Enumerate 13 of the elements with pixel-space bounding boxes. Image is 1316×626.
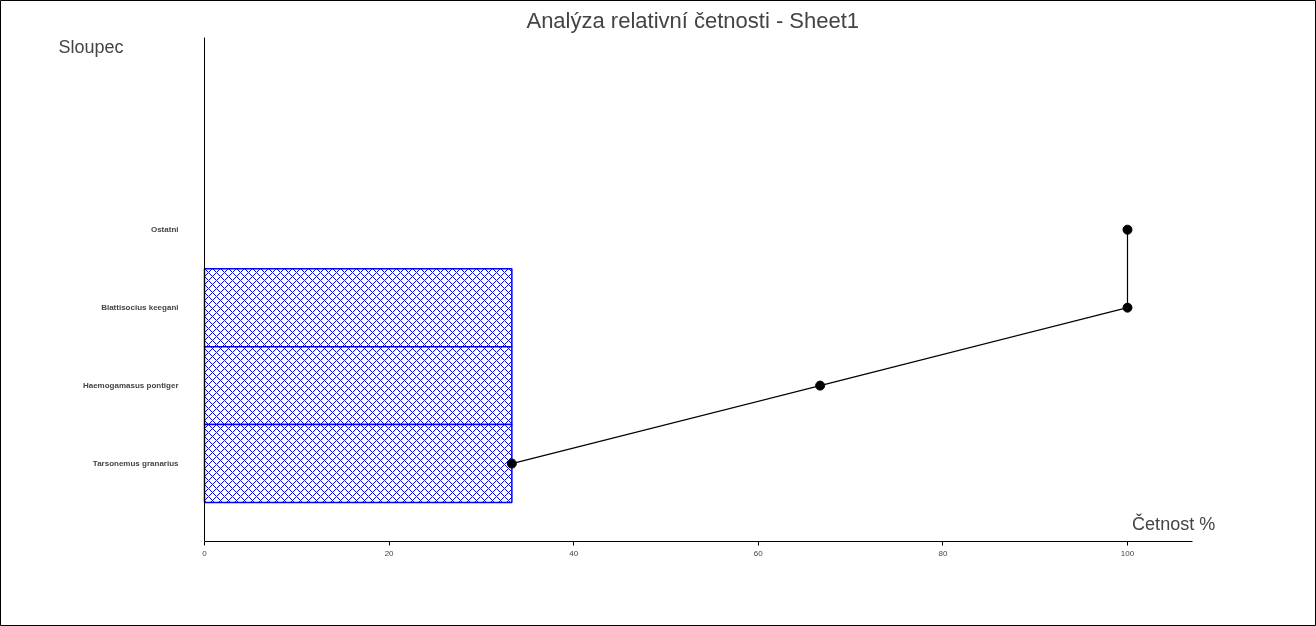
x-tick-label: 60 [753,548,764,558]
x-tick-label: 0 [202,548,208,558]
x-axis-title: Četnost % [1132,512,1216,534]
x-tick-label: 40 [569,548,579,558]
y-tick-label: Haemogamasus pontiger [82,381,179,391]
chart-title: Analýza relativní četnosti - Sheet1 [526,8,860,34]
y-tick-label: Tarsonemus granarius [92,459,180,469]
y-tick-label: Ostatni [150,225,179,235]
x-tick-label: 100 [1120,548,1135,558]
x-tick-label: 20 [384,548,395,558]
y-tick-label: Blattisocius keegani [101,303,179,313]
text: Sloupec [58,37,124,58]
x-tick-label: 80 [938,548,948,558]
